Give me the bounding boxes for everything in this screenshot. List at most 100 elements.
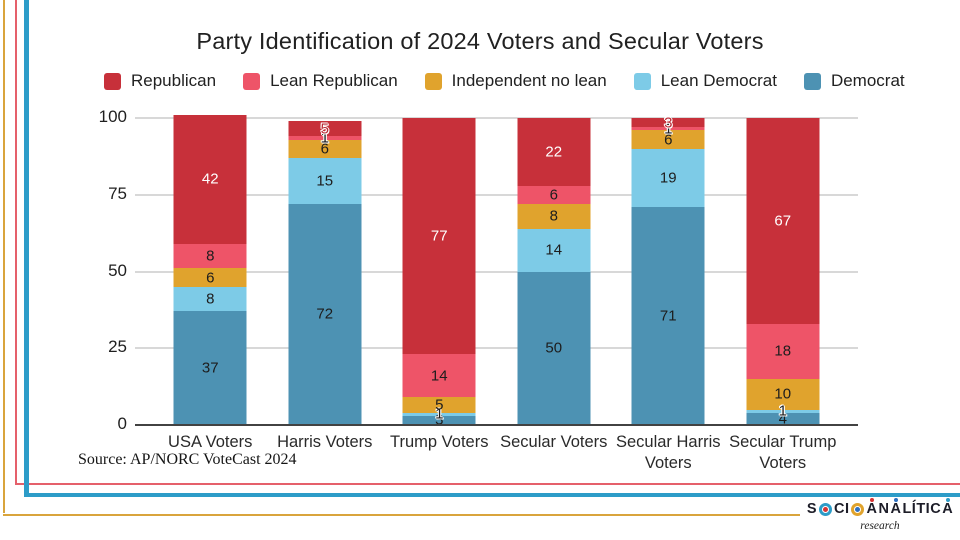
segment-value-label: 3 [435,411,444,429]
bar-segment: 77 [402,118,476,355]
bar-column: 3 1 5 14 77 [382,118,497,429]
bar-segment: 37 [173,311,247,425]
bar-segment: 19 [631,148,705,208]
bar-column: 72 15 6 1 5 [268,118,383,425]
legend-label: Democrat [830,71,905,90]
chart-legend: Republican Lean Republican Independent no … [104,71,905,91]
segment-value-label: 8 [206,290,215,308]
segment-value-label: 22 [545,143,563,161]
bar-segment: 50 [517,271,591,425]
bar-segment: 22 [517,118,591,186]
bar-segment: 15 [288,157,362,204]
bars-container: 37 8 6 8 42 72 15 6 1 5 3 1 5 14 77 50 14 8 6 22 71 19 6 1 3 4 1 10… [153,114,841,429]
bar-column: 37 8 6 8 42 [153,114,268,425]
frame-line-gold-left [3,0,5,513]
bar-segment: 1 [746,404,820,419]
bar-segment: 8 [173,243,247,269]
bar-segment: 72 [288,203,362,425]
logo-target-o-icon [818,502,832,516]
legend-swatch-icon [424,72,442,90]
legend-swatch-icon [243,72,261,90]
logo-swirl-o-icon [851,502,865,516]
segment-value-label: 3 [664,114,673,132]
y-axis-tick-label: 25 [108,337,127,357]
bar-segment: 71 [631,207,705,425]
segment-value-label: 67 [774,212,792,230]
stacked-bar: 3 1 5 14 77 [402,118,476,429]
legend-label: Lean Republican [270,71,398,90]
bar-segment: 3 [631,114,705,132]
bar-segment: 1 [288,130,362,145]
segment-value-label: 50 [545,339,563,357]
bar-segment: 42 [173,114,247,244]
bar-segment: 5 [402,396,476,414]
bar-segment: 18 [746,323,820,379]
bar-segment: 5 [288,120,362,138]
legend-item: Democrat [803,71,905,91]
bar-segment: 6 [517,185,591,204]
x-axis-category-label: Harris Voters [277,433,373,451]
legend-item: Lean Democrat [633,71,777,91]
logo-accent-dot [945,498,950,502]
bar-column: 4 1 10 18 67 [726,118,841,426]
gridline [135,193,858,196]
legend-item: Independent no lean [424,71,607,91]
chart-plot: 37 8 6 8 42 72 15 6 1 5 3 1 5 14 77 50 14 8 6 22 71 19 6 1 3 4 1 10… [99,107,858,433]
segment-value-label: 1 [435,405,444,423]
frame-line-red-left [15,0,17,483]
bar-segment: 4 [746,411,820,426]
segment-value-label: 5 [435,396,444,414]
segment-value-label: 14 [545,241,563,259]
logo-letter: CI [833,501,850,517]
legend-swatch-icon [104,72,121,90]
stacked-bar: 72 15 6 1 5 [288,120,362,425]
segment-value-label: 1 [320,129,329,147]
bar-segment: 6 [173,268,247,287]
gridline [135,117,858,119]
segment-value-label: 1 [778,402,787,420]
bar-column: 71 19 6 1 3 [611,114,726,425]
bar-segment: 8 [517,203,591,229]
segment-value-label: 6 [664,131,673,148]
segment-value-label: 6 [549,186,558,204]
bar-segment: 1 [402,407,476,422]
segment-value-label: 8 [549,207,558,225]
logo-accent-dot [869,498,874,502]
gridline [135,270,858,273]
logo-subtitle: research [860,519,900,532]
legend-label: Republican [131,71,217,90]
bar-segment: 10 [746,378,820,410]
segment-value-label: 77 [430,227,448,245]
segment-value-label: 6 [320,140,329,158]
logo-letter: S [806,501,817,517]
x-axis-labels: USA Voters Harris Voters Trump Voters Secul… [153,432,840,473]
y-axis-tick-label: 100 [98,107,127,126]
segment-value-label: 42 [201,170,219,188]
logo-letter: A [942,498,953,517]
stacked-bar: 37 8 6 8 42 [173,114,247,425]
logo: S CI A N A LÍTIC A research [805,498,955,532]
chart-title: Party Identification of 2024 Voters and … [196,28,764,54]
bar-segment: 67 [746,118,820,324]
x-axis-category-label: Trump Voters [390,433,489,451]
segment-value-label: 15 [316,172,334,190]
segment-value-label: 37 [201,359,219,377]
stacked-bar: 71 19 6 1 3 [631,114,705,425]
segment-value-label: 8 [206,247,215,265]
stacked-bar: 50 14 8 6 22 [517,118,591,425]
logo-letter: N [878,501,890,517]
logo-letter: LÍTIC [902,501,942,517]
frame-line-red-bottom [15,483,960,485]
segment-value-label: 19 [659,169,677,187]
bar-segment: 1 [631,121,705,136]
segment-value-label: 5 [320,120,329,138]
legend-item: Republican [104,71,216,91]
bar-segment: 14 [517,228,591,272]
segment-value-label: 1 [664,120,673,138]
logo-wordmark: S CI A N A LÍTIC A [805,498,955,517]
x-axis-category-label: Secular Trump Voters [729,433,837,472]
frame-line-gold-bottom [3,514,800,516]
segment-value-label: 6 [206,269,215,287]
y-axis-tick-label: 50 [108,260,127,280]
